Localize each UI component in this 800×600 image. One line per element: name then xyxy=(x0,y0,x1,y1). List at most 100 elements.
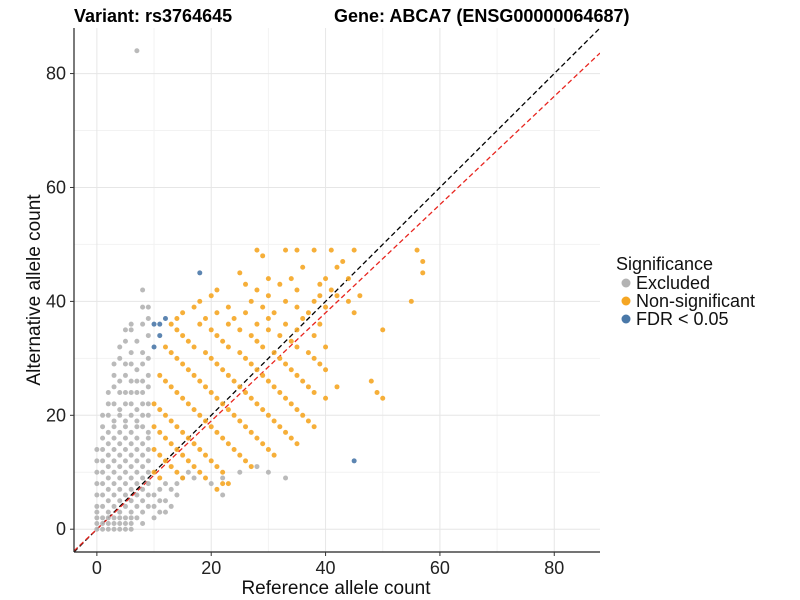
data-point xyxy=(145,401,151,407)
y-tick-label: 40 xyxy=(46,291,66,311)
title-gene: Gene: ABCA7 (ENSG00000064687) xyxy=(334,6,629,26)
legend-swatch-excluded xyxy=(621,278,631,288)
data-point xyxy=(122,492,128,498)
data-point xyxy=(185,401,191,407)
data-point xyxy=(294,247,300,253)
data-point xyxy=(197,270,203,276)
data-point xyxy=(254,338,260,344)
data-point xyxy=(157,333,163,339)
data-point xyxy=(414,247,420,253)
data-point xyxy=(174,469,180,475)
data-point xyxy=(220,481,226,487)
data-point xyxy=(111,469,117,475)
data-point xyxy=(111,458,117,464)
data-point xyxy=(305,310,311,316)
data-point xyxy=(134,407,140,413)
data-point xyxy=(220,367,226,373)
data-point xyxy=(122,418,128,424)
data-point xyxy=(191,304,197,310)
legend-swatch-fdr xyxy=(621,314,631,324)
data-point xyxy=(134,338,140,344)
data-point xyxy=(197,378,203,384)
data-point xyxy=(117,441,123,447)
data-point xyxy=(305,350,311,356)
data-point xyxy=(351,310,357,316)
data-point xyxy=(111,521,117,527)
data-point xyxy=(243,390,249,396)
data-point xyxy=(94,446,100,452)
data-point xyxy=(328,247,334,253)
y-tick-label: 0 xyxy=(56,519,66,539)
data-point xyxy=(237,350,243,356)
data-point xyxy=(283,429,289,435)
data-point xyxy=(300,315,306,321)
data-point xyxy=(151,492,157,498)
data-point xyxy=(140,321,146,327)
data-point xyxy=(122,372,128,378)
data-point xyxy=(100,469,106,475)
data-point xyxy=(237,327,243,333)
data-point xyxy=(271,384,277,390)
data-point xyxy=(185,367,191,373)
data-point xyxy=(157,452,163,458)
data-point xyxy=(151,401,157,407)
axes xyxy=(70,28,600,556)
data-point xyxy=(323,276,329,282)
data-point xyxy=(168,503,174,509)
data-point xyxy=(283,475,289,481)
data-point xyxy=(237,469,243,475)
data-point xyxy=(265,469,271,475)
data-point xyxy=(294,287,300,293)
data-point xyxy=(357,293,363,299)
data-point xyxy=(94,515,100,521)
x-tick-label: 20 xyxy=(201,558,221,578)
data-point xyxy=(243,310,249,316)
data-point xyxy=(162,344,168,350)
data-point xyxy=(271,350,277,356)
data-point xyxy=(122,521,128,527)
data-point xyxy=(197,469,203,475)
data-point xyxy=(140,304,146,310)
data-point xyxy=(162,435,168,441)
data-point xyxy=(117,486,123,492)
tick-labels: 0 20 40 60 80 0 20 40 60 80 xyxy=(46,64,564,578)
data-point xyxy=(117,475,123,481)
data-point xyxy=(94,503,100,509)
data-point xyxy=(94,469,100,475)
data-point xyxy=(134,390,140,396)
data-point xyxy=(122,401,128,407)
data-point xyxy=(351,247,357,253)
data-point xyxy=(265,378,271,384)
data-point xyxy=(180,333,186,339)
data-point xyxy=(128,515,134,521)
data-point xyxy=(111,526,117,532)
y-tick-label: 20 xyxy=(46,405,66,425)
data-point xyxy=(197,298,203,304)
data-point xyxy=(368,378,374,384)
reference-line-fitted xyxy=(74,52,600,552)
data-point xyxy=(283,298,289,304)
data-point xyxy=(294,327,300,333)
data-point xyxy=(162,315,168,321)
y-tick-label: 60 xyxy=(46,177,66,197)
data-point xyxy=(225,321,231,327)
data-point xyxy=(277,333,283,339)
data-point xyxy=(140,509,146,515)
data-point xyxy=(214,395,220,401)
data-point xyxy=(145,481,151,487)
data-point xyxy=(305,418,311,424)
data-point xyxy=(151,424,157,430)
data-point xyxy=(168,384,174,390)
data-point xyxy=(117,412,123,418)
data-point xyxy=(122,390,128,396)
data-point xyxy=(174,327,180,333)
data-point xyxy=(191,475,197,481)
reference-line-identity xyxy=(74,28,600,552)
data-point xyxy=(185,469,191,475)
data-point xyxy=(168,441,174,447)
data-point xyxy=(94,492,100,498)
data-point xyxy=(157,429,163,435)
data-point xyxy=(140,441,146,447)
data-point xyxy=(145,355,151,361)
data-point xyxy=(265,293,271,299)
